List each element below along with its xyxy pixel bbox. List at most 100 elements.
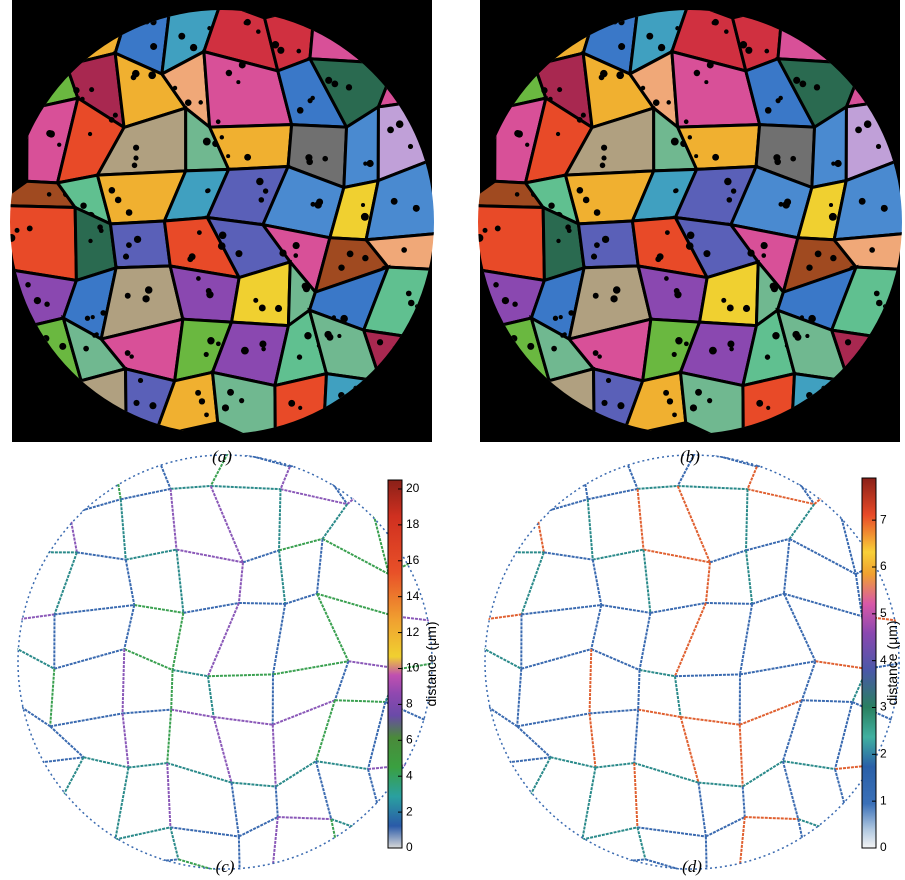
boundary: [638, 489, 644, 550]
boundary: [376, 839, 386, 873]
boundary: [638, 670, 639, 710]
pore: [173, 86, 177, 90]
pore: [675, 337, 682, 344]
pore: [133, 145, 139, 151]
boundary: [710, 550, 746, 562]
pore: [473, 24, 481, 32]
boundary: [335, 700, 385, 702]
pore: [514, 130, 521, 137]
boundary: [53, 814, 57, 880]
pore: [406, 291, 412, 297]
pore: [731, 188, 736, 193]
pore: [874, 291, 880, 297]
boundary: [746, 489, 747, 550]
pore: [476, 234, 484, 242]
pore: [617, 402, 624, 409]
pore: [591, 254, 597, 260]
boundary: [595, 763, 634, 767]
pore: [296, 49, 301, 54]
boundary: [582, 827, 637, 839]
pore: [712, 154, 719, 161]
pore: [99, 228, 104, 233]
pore: [338, 264, 344, 270]
pore: [707, 62, 714, 69]
boundary: [54, 605, 134, 614]
pore: [413, 205, 418, 210]
boundary: [706, 817, 745, 836]
pore: [244, 19, 251, 26]
pore: [600, 162, 606, 168]
pore: [593, 293, 599, 299]
pore: [361, 203, 365, 207]
boundary: [634, 763, 698, 783]
pore: [259, 340, 266, 347]
boundary: [273, 604, 285, 675]
pore: [690, 404, 697, 411]
boundary: [167, 763, 170, 827]
pore: [764, 49, 769, 54]
boundary: [16, 814, 54, 822]
boundary: [544, 552, 593, 559]
boundary: [115, 827, 170, 839]
pore: [204, 352, 209, 357]
boundary: [62, 452, 70, 514]
boundary: [471, 552, 482, 621]
boundary: [214, 717, 273, 725]
boundary: [323, 539, 389, 574]
tick-label: 5: [880, 606, 887, 620]
boundary: [843, 839, 853, 873]
tick-label: 8: [406, 697, 413, 711]
pore: [113, 113, 118, 118]
boundary: [461, 432, 491, 504]
boundary: [784, 594, 815, 662]
pore: [864, 120, 872, 128]
pore: [556, 239, 560, 243]
pore: [306, 158, 313, 165]
pore: [275, 305, 282, 312]
boundary: [167, 710, 171, 763]
boundary: [84, 757, 129, 767]
pore: [814, 84, 820, 90]
pore: [196, 276, 201, 281]
pore: [314, 201, 322, 209]
boundary: [783, 700, 802, 761]
pore: [239, 398, 244, 403]
pore: [694, 154, 698, 158]
boundary: [551, 757, 596, 767]
boundary: [77, 552, 126, 559]
boundary: [110, 433, 121, 500]
pore: [216, 119, 221, 124]
boundary: [176, 550, 183, 613]
pore: [646, 33, 653, 40]
pore: [790, 156, 796, 162]
boundary: [834, 488, 856, 574]
boundary: [214, 717, 232, 783]
boundary: [50, 669, 54, 727]
boundary: [790, 539, 856, 574]
boundary: [4, 621, 8, 644]
boundary: [231, 783, 238, 837]
boundary: [376, 873, 444, 880]
boundary: [183, 603, 239, 613]
pore: [671, 138, 679, 146]
boundary: [208, 674, 273, 676]
pore: [641, 86, 645, 90]
boundary: [5, 698, 8, 767]
boundary: [285, 594, 317, 604]
boundary: [529, 452, 537, 514]
boundary: [70, 514, 77, 552]
boundary: [444, 818, 447, 880]
pore: [793, 77, 800, 84]
pore: [703, 250, 710, 257]
boundary: [537, 499, 588, 514]
boundary: [856, 574, 862, 616]
boundary: [367, 438, 374, 488]
boundary: [783, 761, 835, 769]
boundary: [231, 783, 275, 787]
pore: [743, 305, 750, 312]
pore: [740, 41, 747, 48]
boundary: [316, 761, 331, 819]
pore: [502, 297, 509, 304]
tick-label: 10: [406, 661, 420, 675]
tick-label: 20: [406, 481, 420, 495]
